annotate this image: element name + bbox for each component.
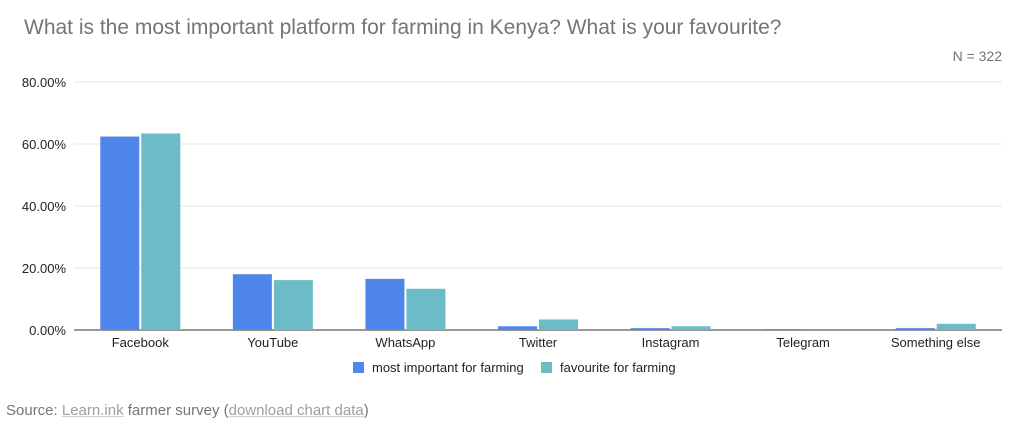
bar-most-important — [498, 326, 537, 330]
bar-favourite — [141, 133, 181, 330]
y-tick-label: 0.00% — [29, 323, 66, 338]
source-suffix: ) — [363, 402, 369, 419]
chart-title: What is the most important platform for … — [24, 16, 782, 39]
x-tick-label: WhatsApp — [375, 335, 435, 350]
legend-label: most important for farming — [372, 360, 524, 375]
bar-most-important — [763, 329, 803, 330]
y-tick-label: 40.00% — [22, 199, 67, 214]
source-middle: farmer survey ( — [123, 402, 229, 419]
legend-swatch — [353, 362, 364, 373]
sample-size-label: N = 322 — [952, 48, 1002, 64]
bar-most-important — [630, 328, 670, 330]
bar-favourite — [273, 280, 313, 330]
legend-swatch — [541, 362, 552, 373]
bar-favourite — [406, 288, 446, 330]
source-line: Source: Learn.ink farmer survey (downloa… — [6, 402, 369, 419]
legend-label: favourite for farming — [560, 360, 676, 375]
x-tick-label: Something else — [891, 335, 981, 350]
y-tick-label: 20.00% — [22, 261, 67, 276]
bar-most-important — [232, 274, 272, 330]
x-tick-label: Telegram — [776, 335, 829, 350]
bar-most-important — [895, 328, 935, 330]
x-tick-label: Twitter — [519, 335, 558, 350]
y-tick-label: 60.00% — [22, 137, 67, 152]
bar-favourite — [539, 319, 578, 330]
x-tick-label: YouTube — [247, 335, 298, 350]
x-tick-label: Instagram — [642, 335, 700, 350]
bar-chart: 80.00% 60.00% 40.00% 20.00% 0.00% Facebook You… — [22, 75, 1002, 375]
bar-most-important — [100, 136, 140, 330]
bar-most-important — [365, 278, 405, 330]
x-tick-label: Facebook — [112, 335, 170, 350]
download-chart-data-link[interactable]: download chart data — [228, 402, 364, 419]
y-tick-label: 80.00% — [22, 75, 67, 90]
learnink-link[interactable]: Learn.ink — [61, 402, 124, 419]
source-prefix: Source: — [6, 402, 62, 419]
bar-favourite — [936, 323, 976, 330]
bar-favourite — [671, 326, 711, 330]
